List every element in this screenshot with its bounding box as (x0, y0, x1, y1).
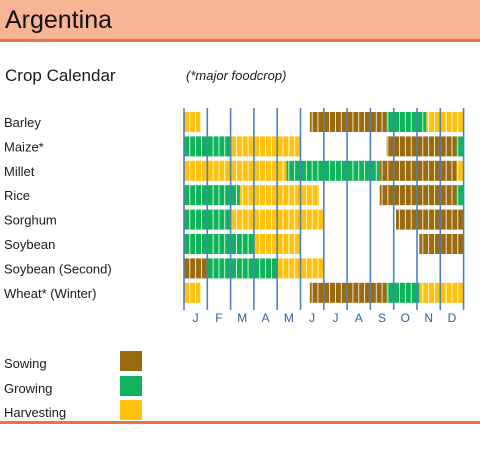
legend-swatch-harvesting (120, 400, 142, 420)
crop-bar-growing (456, 185, 464, 206)
crop-bar-sowing (379, 185, 457, 206)
crop-bar-growing (286, 160, 380, 181)
crop-label: Millet (4, 164, 35, 179)
crop-label: Barley (4, 115, 41, 130)
crop-bar-sowing (419, 234, 464, 254)
footer-divider (0, 421, 480, 424)
legend-label-growing: Growing (4, 381, 53, 396)
crop-bar-harvesting (239, 185, 320, 206)
crop-bar-harvesting (184, 160, 287, 181)
month-tick-label: A (262, 311, 270, 325)
page-title: Argentina (5, 6, 113, 34)
crop-bar-growing (456, 136, 464, 157)
crop-bar-sowing (396, 209, 464, 230)
month-tick-label: F (215, 311, 222, 325)
month-tick-label: M (284, 311, 294, 325)
month-tick-label: M (237, 311, 247, 325)
month-tick-label: J (332, 311, 338, 325)
month-tick-label: D (448, 311, 457, 325)
crop-bar-sowing (309, 282, 387, 303)
month-tick-label: A (355, 311, 363, 325)
crop-label: Soybean (Second) (4, 261, 112, 276)
crop-label: Rice (4, 188, 30, 203)
month-tick-label: J (309, 311, 315, 325)
month-tick-label: S (378, 311, 386, 325)
crop-bar-harvesting (184, 282, 201, 303)
legend-label-harvesting: Harvesting (4, 405, 67, 420)
crop-label: Sorghum (4, 213, 57, 228)
crop-label: Wheat* (Winter) (4, 286, 96, 301)
crop-bar-sowing (386, 136, 457, 157)
crop-bar-growing (386, 112, 427, 132)
crop-bar-growing (184, 185, 240, 206)
month-tick-label: O (401, 311, 410, 325)
crop-bar-harvesting (456, 160, 464, 181)
crop-bar-harvesting (184, 112, 201, 132)
crop-label: Soybean (4, 237, 55, 252)
crop-bar-sowing (309, 112, 387, 132)
crop-bar-growing (386, 282, 420, 303)
crop-bar-harvesting (419, 282, 464, 303)
legend-swatch-growing (120, 376, 142, 396)
crop-bar-sowing (379, 160, 457, 181)
crop-calendar-chart: Barley Maize* Millet Rice Sorghum Soybean Soyb… (4, 108, 465, 325)
crop-bar-harvesting (426, 112, 464, 132)
legend-label-sowing: Sowing (4, 356, 47, 371)
legend-swatch-sowing (120, 351, 142, 371)
month-tick-label: J (193, 311, 199, 325)
chart-subtitle: Crop Calendar (5, 66, 116, 85)
header-bar: Argentina (0, 0, 480, 42)
major-foodcrop-note: (*major foodcrop) (186, 68, 287, 83)
crop-label: Maize* (4, 139, 44, 154)
month-tick-label: N (424, 311, 433, 325)
